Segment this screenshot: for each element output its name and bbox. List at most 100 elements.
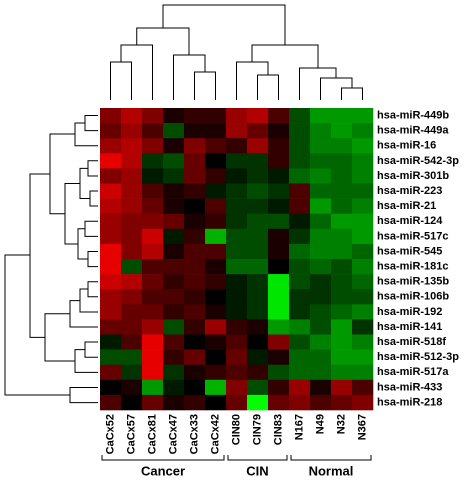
column-label: CIN83 <box>272 414 284 445</box>
heatmap-cell <box>184 289 206 305</box>
heatmap-cell <box>247 379 269 396</box>
heatmap-cell <box>226 394 248 411</box>
heatmap-cell <box>100 364 122 381</box>
heatmap-cell <box>226 108 248 124</box>
heatmap-cell <box>268 108 290 124</box>
heatmap-cell <box>289 379 311 396</box>
heatmap-cell <box>247 123 269 139</box>
heatmap-cell <box>247 153 269 169</box>
heatmap-cell <box>331 153 353 169</box>
heatmap-cell <box>289 394 311 411</box>
column-label: CIN80 <box>230 414 242 445</box>
heatmap-cell <box>163 243 185 260</box>
heatmap-cell <box>268 349 290 365</box>
heatmap-cell <box>142 243 164 260</box>
heatmap-cell <box>121 289 143 305</box>
heatmap-cell <box>310 349 332 365</box>
heatmap-cell <box>205 379 227 396</box>
row-dendrogram <box>4 115 98 404</box>
row-label: hsa-miR-181c <box>377 260 449 272</box>
heatmap-cell <box>100 379 122 396</box>
heatmap-cell <box>226 349 248 365</box>
row-label: hsa-miR-124 <box>377 215 443 227</box>
heatmap-cell <box>268 153 290 169</box>
heatmap-cell <box>205 274 227 290</box>
heatmap-cell <box>184 108 206 124</box>
heatmap-cell <box>205 319 227 335</box>
heatmap-cell <box>247 138 269 154</box>
heatmap-cell <box>289 364 311 381</box>
heatmap-cell <box>184 274 206 290</box>
row-label: hsa-miR-218 <box>377 396 442 408</box>
heatmap-cell <box>247 259 269 275</box>
heatmap-cell <box>142 364 164 381</box>
heatmap-cell <box>184 243 206 260</box>
column-label: CaCx42 <box>209 414 221 454</box>
heatmap-cell <box>310 379 332 396</box>
heatmap-cell <box>163 274 185 290</box>
heatmap-cell <box>247 304 269 320</box>
heatmap-cell <box>226 319 248 335</box>
heatmap-cell <box>289 319 311 335</box>
heatmap-cell <box>142 123 164 139</box>
heatmap-cell <box>310 108 332 124</box>
heatmap-cell <box>184 228 206 245</box>
heatmap-cell <box>352 108 374 124</box>
heatmap-cell <box>226 304 248 320</box>
heatmap-cell <box>289 213 311 230</box>
heatmap-cell <box>184 334 206 350</box>
row-label: hsa-miR-512-3p <box>377 351 459 363</box>
heatmap-cell <box>247 168 269 184</box>
heatmap-cell <box>352 228 374 245</box>
heatmap-cell <box>289 183 311 199</box>
heatmap-cell <box>352 138 374 154</box>
heatmap-cell <box>352 153 374 169</box>
heatmap-cell <box>352 198 374 214</box>
heatmap-cell <box>310 319 332 335</box>
heatmap-cell <box>100 168 122 184</box>
heatmap-cell <box>100 274 122 290</box>
heatmap-cell <box>205 108 227 124</box>
heatmap-cell <box>121 138 143 154</box>
heatmap-cell <box>163 228 185 245</box>
heatmap-cell <box>268 228 290 245</box>
heatmap-cell <box>184 349 206 365</box>
heatmap-cell <box>163 108 185 124</box>
heatmap-cell <box>331 319 353 335</box>
heatmap-cell <box>100 183 122 199</box>
heatmap-cell <box>100 138 122 154</box>
heatmap-cell <box>226 123 248 139</box>
heatmap-cell <box>163 198 185 214</box>
heatmap-cell <box>310 364 332 381</box>
row-label: hsa-miR-106b <box>377 291 449 303</box>
heatmap-cell <box>226 213 248 230</box>
heatmap-cell <box>352 334 374 350</box>
heatmap-cell <box>121 319 143 335</box>
heatmap-cell <box>247 394 269 411</box>
heatmap-cell <box>247 108 269 124</box>
heatmap-cell <box>352 168 374 184</box>
heatmap-cell <box>331 334 353 350</box>
heatmap-cell <box>352 379 374 396</box>
heatmap-cell <box>226 379 248 396</box>
heatmap-cell <box>100 108 122 124</box>
heatmap-cell <box>289 259 311 275</box>
heatmap-cell <box>268 394 290 411</box>
heatmap-cell <box>205 289 227 305</box>
column-label: CIN79 <box>251 414 263 445</box>
heatmap-cell <box>289 304 311 320</box>
heatmap-cell <box>163 123 185 139</box>
heatmap-cell <box>163 289 185 305</box>
heatmap-cell <box>121 259 143 275</box>
heatmap-cell <box>268 379 290 396</box>
heatmap-cell <box>100 243 122 260</box>
row-label: hsa-miR-545 <box>377 245 442 257</box>
heatmap-cell <box>142 108 164 124</box>
row-label: hsa-miR-16 <box>377 140 436 152</box>
heatmap-cell <box>121 198 143 214</box>
heatmap-cell <box>121 153 143 169</box>
heatmap-cell <box>226 168 248 184</box>
heatmap-cell <box>226 259 248 275</box>
heatmap-cell <box>352 394 374 411</box>
heatmap-cell <box>331 168 353 184</box>
